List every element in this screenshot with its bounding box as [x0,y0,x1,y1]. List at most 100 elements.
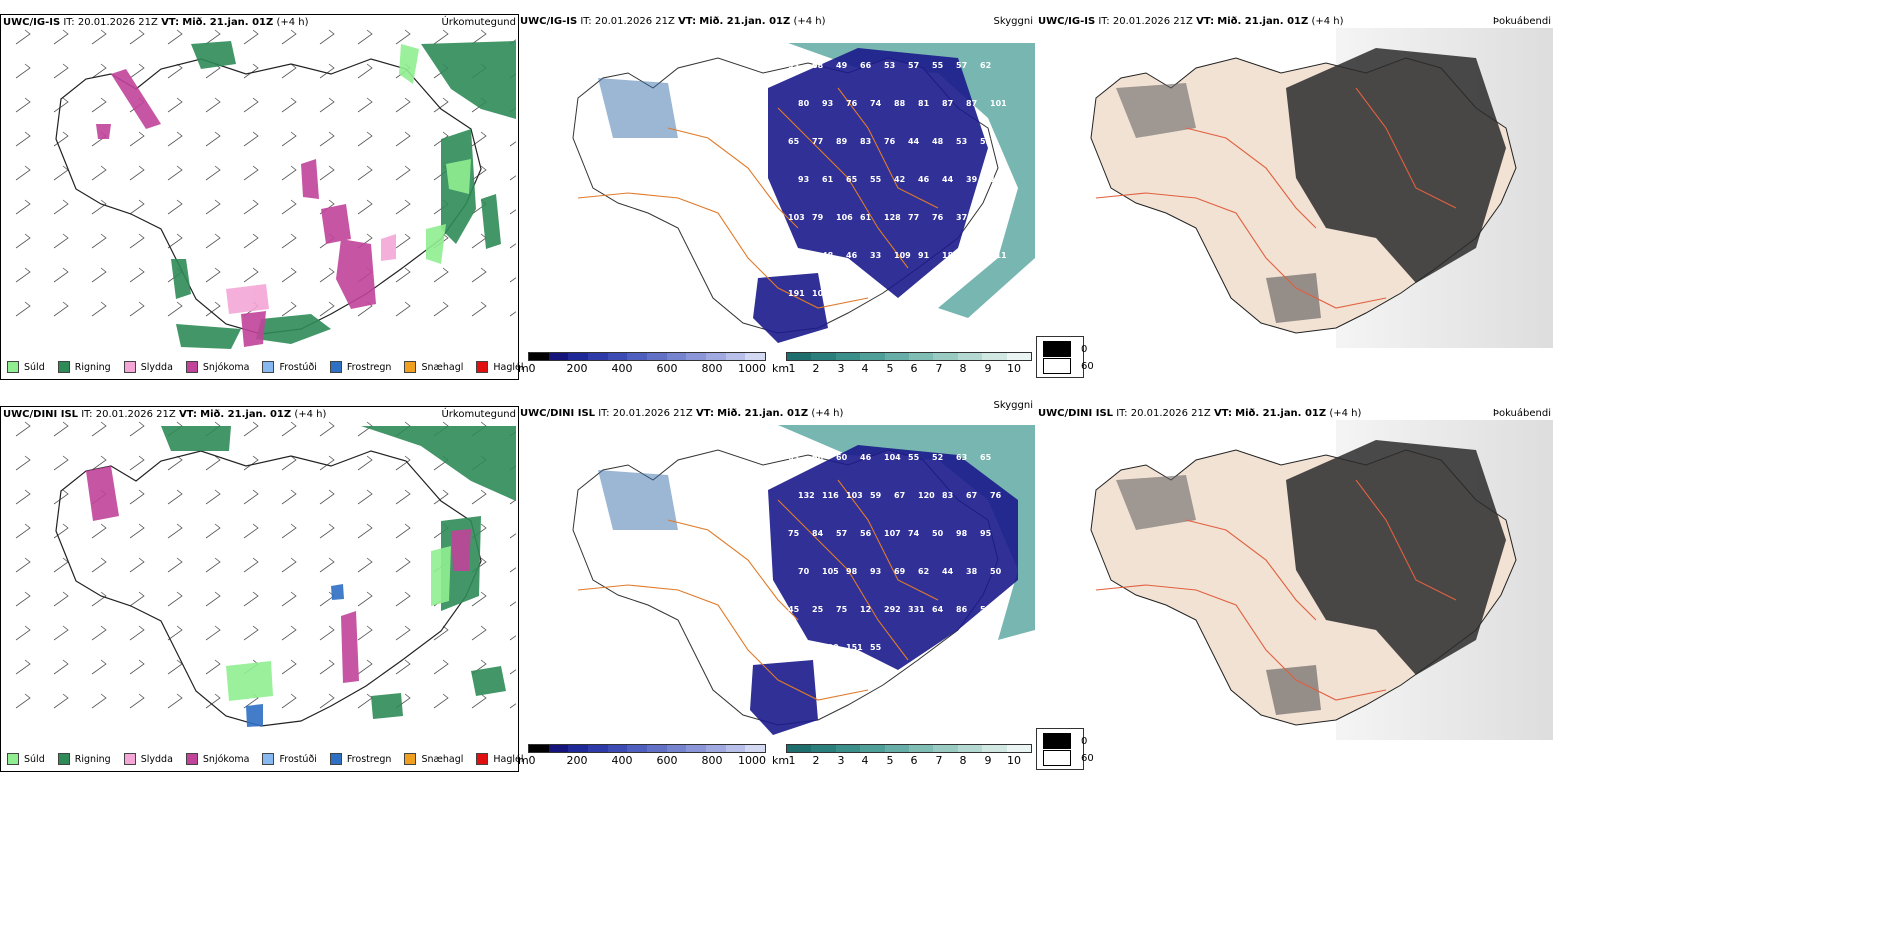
wind-barb [471,693,487,709]
cloud-base-label: 65 [846,175,858,184]
wind-barb [205,97,221,113]
wind-barb [205,233,221,249]
wind-barb [53,267,69,283]
wind-barb [281,29,297,45]
wind-barb [471,233,487,249]
wind-barb [15,301,31,317]
wind-barb [357,625,373,641]
colorbar-cell [529,745,549,752]
wind-barb [243,625,259,641]
visibility-tick: 1 [788,362,796,375]
visibility-tick: 2 [812,754,820,767]
precip-type-panel-row1: UWC/IG-IS IT: 20.01.2026 21Z VT: Mið. 21… [0,14,524,380]
wind-barb [395,591,411,607]
wind-barb [53,659,69,675]
wind-barb [167,523,183,539]
wind-barb [357,421,373,437]
wind-barb [281,421,297,437]
cloud-base-label: 53 [884,61,895,70]
colorbar-cell [588,745,608,752]
cloud-base-label: 98 [956,529,968,538]
cloud-base-label: 65 [788,137,800,146]
cloud-base-label: 46 [918,175,930,184]
wind-barb [205,489,221,505]
colorbar-cell [745,353,766,360]
cloud-base-label: 292 [884,605,901,614]
cloud-base-tick: 800 [701,362,723,375]
wind-barb [243,523,259,539]
visibility-tick: 9 [984,362,992,375]
colorbar-cell [607,745,628,752]
cloud-base-tick: 600 [656,754,678,767]
wind-barb [319,693,335,709]
wind-barb [15,63,31,79]
cloud-base-label: 63 [788,453,799,462]
wind-barb [243,421,259,437]
visibility-tick: 8 [959,362,967,375]
wind-barb [91,63,107,79]
visibility-tick: 3 [837,754,845,767]
wind-barb [243,199,259,215]
wind-barb [167,63,183,79]
legend-item: Snjókoma [185,753,249,765]
wind-barb [129,131,145,147]
legend-item: Snæhagl [404,753,463,765]
cloud-base-label: 190 [822,643,839,652]
wind-barb [509,533,516,539]
colorbar-cell [588,353,608,360]
fog-index-map [1090,28,1553,348]
wind-barb [15,233,31,249]
cloud-base-label: 103 [788,213,805,222]
wind-barb [205,659,221,675]
colorbar-cell [568,745,589,752]
panel-title: UWC/DINI ISL IT: 20.01.2026 21Z VT: Mið.… [520,408,844,419]
wind-barb [433,693,449,709]
wind-barb [129,659,145,675]
wind-barb [53,489,69,505]
cloud-base-unit: m [518,754,529,767]
cloud-base-label: 49 [836,61,848,70]
cloud-base-label: 81 [918,99,930,108]
legend-item: Snjókoma [185,361,249,373]
precip-legend: Súld Rigning Slydda Snjókoma Frostúði Fr… [7,361,524,373]
cloud-base-unit: m [518,362,529,375]
wind-barb [129,591,145,607]
wind-barb [509,243,516,249]
cloud-base-label: 50 [932,529,944,538]
wind-barb [53,29,69,45]
cloud-base-tick: 0 [528,362,536,375]
cloud-base-label: 44 [942,567,954,576]
colorbar-cell [1006,353,1032,360]
fog-legend: 0 60 [1036,336,1094,378]
wind-barb [281,165,297,181]
fog-index-map [1090,420,1553,740]
wind-barb [471,489,487,505]
wind-barb [53,233,69,249]
cloud-base-label: 42 [894,175,905,184]
wind-barb [53,421,69,437]
cloud-base-labels: 63 66 60 46 104 55 52 63 65 132 116 103 59 67 120 83 67 7… [788,453,1002,652]
cloud-base-label: 106 [836,213,853,222]
wind-barb [509,635,516,641]
wind-barb [433,267,449,283]
wind-barb [509,175,516,181]
colorbar-cell [686,745,707,752]
wind-barb [91,267,107,283]
cloud-base-label: 55 [932,61,944,70]
wind-barb [129,455,145,471]
legend-item: Frostregn [329,753,391,765]
wind-barb [15,199,31,215]
cloud-base-label: 44 [942,175,954,184]
wind-barb [167,489,183,505]
wind-barb [319,625,335,641]
cloud-base-label: 74 [908,529,920,538]
wind-barb [205,267,221,283]
wind-barb [91,659,107,675]
cloud-base-label: 57 [836,529,847,538]
wind-barb [509,277,516,283]
legend-item: Súld [7,753,45,765]
wind-barb [281,97,297,113]
wind-barb [15,267,31,283]
wind-barb [129,165,145,181]
cloud-base-label: 331 [908,605,925,614]
